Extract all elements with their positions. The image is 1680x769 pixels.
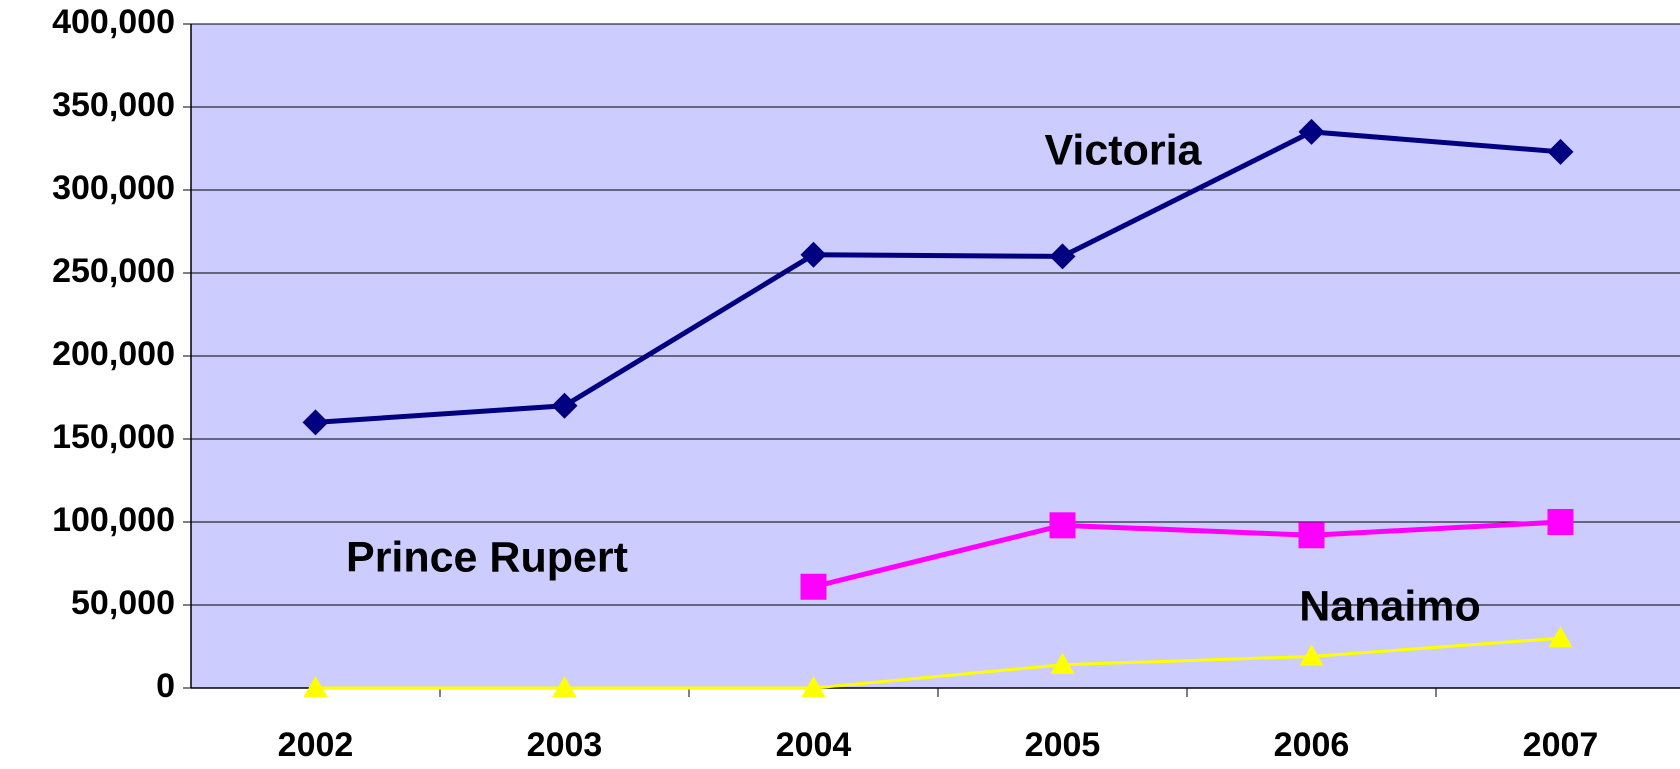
marker [1547,138,1574,165]
marker [1298,522,1325,549]
y-tick-label: 400,000 [52,3,175,41]
marker [551,392,578,419]
y-tick-label: 200,000 [52,335,175,373]
y-tick-label: 0 [156,667,175,705]
marker [1298,118,1325,145]
x-tick-label: 2005 [1025,726,1101,764]
series-line [315,129,1561,425]
y-tick-label: 250,000 [52,252,175,290]
series-annotation: Prince Rupert [346,533,628,581]
x-tick-label: 2007 [1523,726,1599,764]
y-tick-label: 150,000 [52,418,175,456]
series-annotation: Nanaimo [1299,582,1481,630]
y-tick-label: 300,000 [52,169,175,207]
x-tick-label: 2002 [278,726,354,764]
x-tick-label: 2003 [527,726,603,764]
y-tick-label: 100,000 [52,501,175,539]
x-tick-label: 2006 [1274,726,1350,764]
marker [1049,512,1076,539]
series-annotation: Victoria [1045,126,1203,174]
marker [1049,243,1076,270]
marker [800,241,827,268]
marker [1050,652,1075,674]
series-line [812,519,1561,590]
marker [302,409,329,436]
marker [1299,644,1324,666]
marker [552,676,577,697]
marker [1548,626,1573,648]
marker [800,573,827,600]
y-tick-label: 50,000 [71,584,175,622]
marker [303,676,328,697]
marker [1547,509,1574,535]
marker [801,676,826,697]
y-tick-label: 350,000 [52,86,175,124]
series-line [315,636,1561,690]
x-tick-label: 2004 [776,726,852,764]
